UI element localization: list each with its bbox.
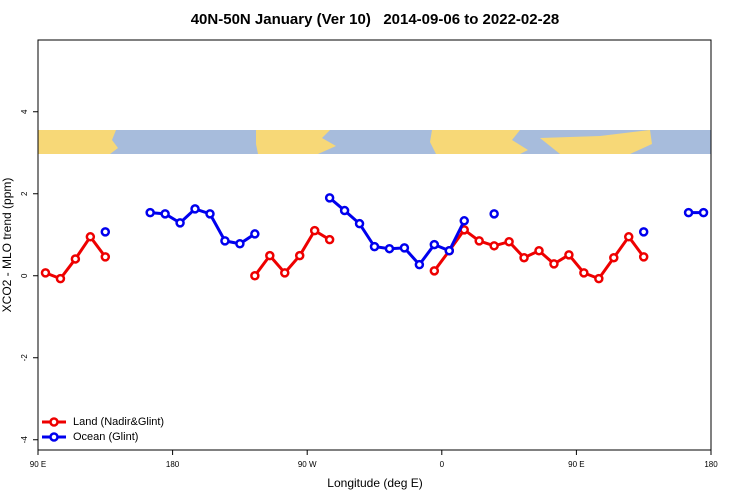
data-point [594, 273, 604, 284]
series [40, 225, 649, 284]
land-patch [430, 130, 528, 154]
series-line [328, 196, 466, 268]
legend-marker [49, 432, 59, 442]
data-point [309, 225, 320, 236]
data-point [324, 234, 335, 245]
data-point [399, 243, 410, 253]
data-point [638, 252, 649, 262]
legend-label: Land (Nadir&Glint) [73, 416, 164, 428]
data-point [100, 252, 111, 262]
data-point [414, 259, 425, 270]
x-tick-label: 180 [166, 460, 180, 469]
x-tick-label: 180 [704, 460, 718, 469]
data-point [489, 209, 499, 219]
y-tick-label: -2 [20, 354, 29, 362]
data-point [339, 205, 350, 216]
data-point [70, 254, 81, 264]
data-point [235, 239, 245, 249]
land-patch [38, 130, 118, 154]
data-point [444, 245, 455, 256]
data-point [638, 227, 649, 237]
data-point [564, 250, 574, 260]
data-point [190, 204, 200, 214]
data-point [145, 207, 155, 218]
data-point [459, 216, 469, 226]
data-point [429, 239, 440, 250]
y-axis-label: XCO2 - MLO trend (ppm) [0, 178, 14, 313]
data-point [265, 250, 275, 261]
y-tick-label: 4 [20, 109, 29, 114]
data-point [324, 193, 335, 203]
data-point [250, 229, 260, 239]
x-tick-label: 0 [440, 460, 445, 469]
data-point [623, 232, 634, 242]
data-point [474, 236, 484, 246]
data-point [609, 252, 619, 263]
data-point [549, 259, 559, 269]
data-point [175, 218, 185, 228]
data-point [698, 207, 709, 218]
y-tick-label: 0 [20, 273, 29, 278]
data-point [85, 232, 96, 242]
data-point [504, 236, 514, 247]
legend: Land (Nadir&Glint) Ocean (Glint) [42, 416, 164, 443]
data-point [519, 252, 529, 263]
data-point [100, 227, 111, 237]
data-point [579, 268, 589, 278]
data-point [55, 273, 66, 284]
data-point [160, 209, 170, 219]
chart-title: 40N-50N January (Ver 10) 2014-09-06 to 2… [191, 11, 560, 28]
data-point [683, 207, 694, 218]
x-tick-label: 90 E [568, 460, 584, 469]
data-point [534, 245, 544, 256]
land-patch [540, 130, 652, 154]
data-point [429, 266, 440, 276]
y-tick-label: -4 [20, 436, 29, 444]
x-axis-label: Longitude (deg E) [327, 476, 422, 490]
data-point [294, 250, 305, 261]
data-point [369, 241, 380, 252]
map-band [38, 130, 711, 154]
data-point [280, 268, 290, 278]
data-point [205, 209, 215, 219]
data-point [250, 271, 260, 281]
data-point [354, 218, 365, 229]
data-point [384, 243, 395, 254]
plot-frame [37, 39, 712, 451]
legend-label: Ocean (Glint) [73, 431, 138, 443]
data-point [220, 236, 230, 246]
land-patch [256, 130, 336, 154]
legend-marker [49, 417, 59, 427]
data-point [489, 241, 499, 251]
y-tick-label: 2 [20, 191, 29, 196]
data-point [40, 268, 51, 278]
x-tick-label: 90 W [298, 460, 317, 469]
x-tick-label: 90 E [30, 460, 46, 469]
series [100, 193, 709, 270]
